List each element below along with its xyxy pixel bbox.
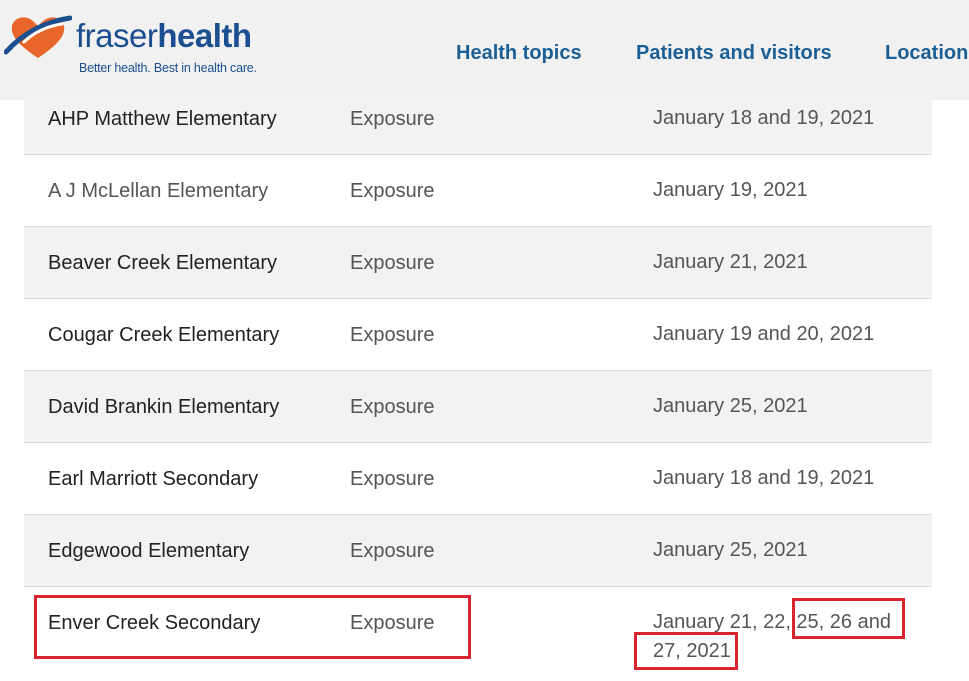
table-row: Beaver Creek Elementary Exposure January… xyxy=(24,227,932,299)
table-row: Edgewood Elementary Exposure January 25,… xyxy=(24,515,932,587)
exposure-date: January 21, 22, 25, 26 and 27, 2021 xyxy=(653,611,891,662)
site-header: fraserhealth Better health. Best in heal… xyxy=(0,0,969,100)
exposure-type: Exposure xyxy=(350,252,435,274)
table-row: Earl Marriott Secondary Exposure January… xyxy=(24,443,932,515)
table-row: Enver Creek Secondary Exposure January 2… xyxy=(24,587,932,681)
nav-locations[interactable]: Locations xyxy=(885,42,969,64)
highlight-box-dates-part2 xyxy=(634,632,738,670)
school-name: Enver Creek Secondary xyxy=(48,612,261,634)
exposure-type: Exposure xyxy=(350,612,435,634)
nav-health-topics[interactable]: Health topics xyxy=(456,42,582,64)
table-row: A J McLellan Elementary Exposure January… xyxy=(24,155,932,227)
school-name: A J McLellan Elementary xyxy=(48,180,269,202)
exposure-type: Exposure xyxy=(350,468,435,490)
nav-patients-and-visitors[interactable]: Patients and visitors xyxy=(636,42,832,64)
exposure-type: Exposure xyxy=(350,540,435,562)
exposure-date: January 18 and 19, 2021 xyxy=(653,467,875,489)
highlight-box-school xyxy=(34,595,471,659)
fraserhealth-heart-logo-icon[interactable] xyxy=(4,12,72,62)
school-name: Earl Marriott Secondary xyxy=(48,468,259,490)
exposure-type: Exposure xyxy=(350,324,435,346)
school-name: AHP Matthew Elementary xyxy=(48,108,277,130)
school-name: Beaver Creek Elementary xyxy=(48,252,277,274)
exposure-date: January 25, 2021 xyxy=(653,395,808,417)
school-exposure-table: AHP Matthew Elementary Exposure January … xyxy=(24,82,932,681)
table-row: David Brankin Elementary Exposure Januar… xyxy=(24,371,932,443)
logo-word-light: fraser xyxy=(76,17,158,54)
exposure-type: Exposure xyxy=(350,180,435,202)
table-row: Cougar Creek Elementary Exposure January… xyxy=(24,299,932,371)
logo-word-bold: health xyxy=(157,17,252,54)
exposure-date: January 19 and 20, 2021 xyxy=(653,323,875,345)
school-name: Cougar Creek Elementary xyxy=(48,324,280,346)
exposure-date: January 25, 2021 xyxy=(653,539,808,561)
exposure-date: January 21, 2021 xyxy=(653,251,808,273)
exposure-date: January 18 and 19, 2021 xyxy=(653,107,875,129)
school-name: Edgewood Elementary xyxy=(48,540,250,562)
exposure-date: January 19, 2021 xyxy=(653,179,808,201)
exposure-type: Exposure xyxy=(350,396,435,418)
logo-wordmark[interactable]: fraserhealth xyxy=(76,18,252,54)
exposure-type: Exposure xyxy=(350,108,435,130)
school-name: David Brankin Elementary xyxy=(48,396,280,418)
logo-tagline: Better health. Best in health care. xyxy=(79,61,257,75)
highlight-box-dates-part1 xyxy=(792,598,905,639)
